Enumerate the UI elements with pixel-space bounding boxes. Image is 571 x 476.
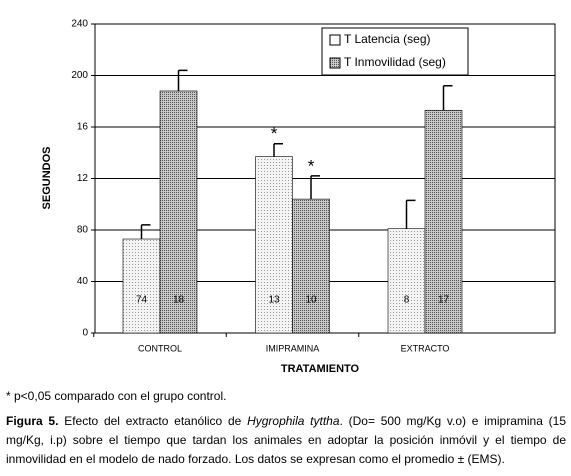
- bar: [387, 228, 426, 334]
- bar: [424, 109, 463, 334]
- bar-text: 17: [438, 295, 450, 306]
- legend-swatch: [329, 57, 341, 69]
- error-bar: [405, 199, 416, 229]
- caption-label: Figura 5.: [6, 414, 59, 428]
- bar-text: 74: [136, 295, 148, 306]
- bar-text: 18: [173, 295, 185, 306]
- y-tick-label: 0: [82, 328, 88, 339]
- y-tick-label: 16: [77, 122, 89, 133]
- x-axis-label: TRATAMIENTO: [281, 363, 360, 375]
- legend-label: T Latencia (seg): [344, 32, 431, 46]
- bar-text: 8: [404, 295, 410, 306]
- y-tick-label: 80: [77, 225, 89, 236]
- caption-text: . (Do= 500 mg/Kg v.o) e imipramina (15 m…: [6, 414, 567, 466]
- bar: [292, 198, 330, 334]
- bar: [255, 156, 293, 334]
- caption-species: Hygrophila tyttha: [247, 414, 340, 428]
- y-tick-label: 240: [71, 19, 88, 30]
- legend-swatch: [329, 34, 341, 46]
- error-bar: [177, 69, 188, 91]
- x-tick-label: CONTROL: [138, 343, 182, 353]
- x-tick-label: IMIPRAMINA: [266, 343, 320, 353]
- caption-text: Efecto del extracto etanólico de: [58, 414, 248, 428]
- footnote: * p<0,05 comparado con el grupo control.: [6, 389, 227, 403]
- legend-label: T Inmovilidad (seg): [344, 55, 446, 69]
- chart: SEGUNDOS TRATAMIENTO 0 40 80 12 16 200 240 CONT…: [41, 19, 556, 375]
- bar: [122, 238, 161, 334]
- bar: [159, 90, 198, 334]
- caption: Figura 5. Efecto del extracto etanólico …: [6, 412, 566, 469]
- error-bar: [310, 175, 320, 200]
- x-tick-label: EXTRACTO: [401, 343, 450, 353]
- bar-text: 10: [305, 295, 317, 306]
- annotation: *: [308, 156, 315, 175]
- y-tick-label: 12: [77, 173, 89, 184]
- error-bar: [442, 85, 453, 111]
- y-axis-label: SEGUNDOS: [41, 147, 53, 210]
- legend-box: [321, 27, 469, 76]
- annotation: *: [271, 124, 278, 143]
- y-tick-label: 200: [71, 70, 88, 81]
- error-bar: [273, 142, 283, 157]
- bar-text: 13: [268, 295, 280, 306]
- y-tick-label: 40: [77, 276, 89, 287]
- error-bar: [140, 224, 151, 240]
